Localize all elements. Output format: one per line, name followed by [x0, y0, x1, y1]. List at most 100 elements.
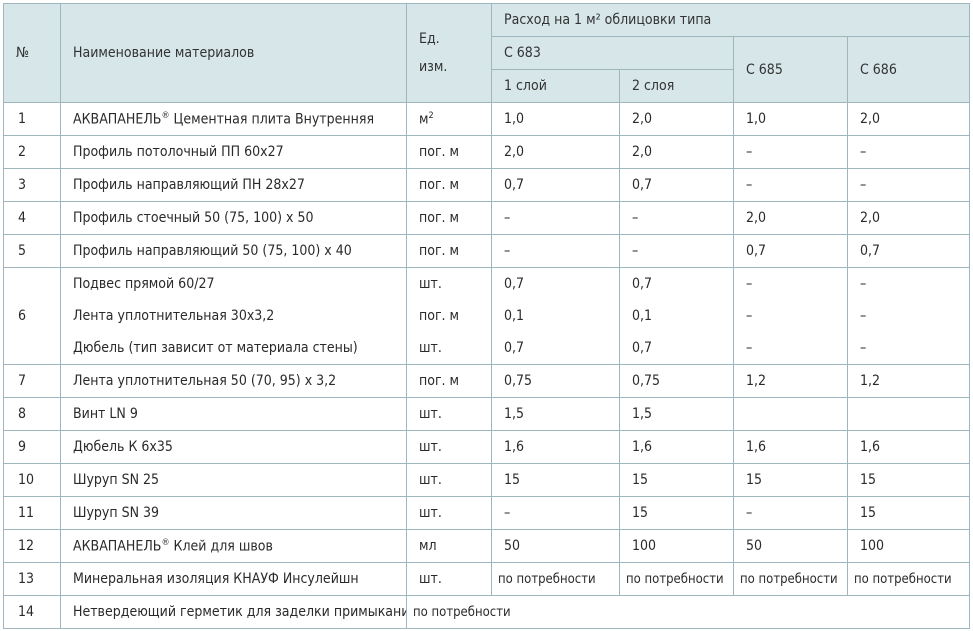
cell-c685: по потребности — [733, 562, 848, 596]
cell-l1: по потребности — [491, 562, 620, 596]
cell-c686: 1,2 — [846, 364, 971, 398]
table-row: 13 Минеральная изоляция КНАУФ Инсулейшн … — [3, 562, 971, 596]
cell-c686: 15 — [846, 463, 971, 497]
cell-l1: – — [491, 201, 620, 235]
cell-l1: 50 — [491, 529, 620, 563]
cell-c686: 2,0 — [846, 102, 971, 136]
table-row: 10 Шуруп SN 25 шт. 15 15 15 15 — [3, 463, 971, 497]
cell-name: Профиль направляющий 50 (75, 100) х 40 — [60, 234, 407, 268]
cell-num: 9 — [3, 430, 61, 464]
group-item-name: Лента уплотнительная 30х3,2 — [73, 308, 275, 324]
header-unit-line1: Ед. — [419, 31, 440, 47]
cell-c685: 1,2 — [733, 364, 848, 398]
cell-num: 2 — [3, 135, 61, 169]
cell-c685 — [733, 397, 848, 431]
table-row: 4 Профиль стоечный 50 (75, 100) х 50 пог… — [3, 201, 971, 235]
header-c683: С 683 — [491, 36, 734, 70]
cell-unit: пог. м — [406, 234, 492, 268]
cell-c685: 50 — [733, 529, 848, 563]
group-item-l2: 0,7 — [632, 276, 653, 292]
cell-unit: мл — [406, 529, 492, 563]
cell-c686: – — [846, 168, 971, 202]
cell-name: Профиль направляющий ПН 28х27 — [60, 168, 407, 202]
cell-l1: 0,75 — [491, 364, 620, 398]
cell-unit: м2 — [406, 102, 492, 136]
cell-c686: 1,6 — [846, 430, 971, 464]
group-item-unit: шт. — [419, 340, 442, 356]
cell-l2: 0,7 — [619, 168, 734, 202]
cell-l2: – — [619, 234, 734, 268]
table-row-group: 6 Подвес прямой 60/27 Лента уплотнительн… — [3, 267, 971, 365]
cell-c686: 2,0 — [846, 201, 971, 235]
group-item-name: Дюбель (тип зависит от материала стены) — [73, 340, 358, 356]
table-row: 8 Винт LN 9 шт. 1,5 1,5 — [3, 397, 971, 431]
cell-unit: шт. — [406, 562, 492, 596]
group-item-unit: шт. — [419, 276, 442, 292]
header-layer2: 2 слоя — [619, 69, 734, 103]
cell-l2: 1,6 — [619, 430, 734, 464]
cell-num: 6 — [3, 267, 61, 365]
cell-name: Профиль потолочный ПП 60х27 — [60, 135, 407, 169]
table-row: 12 АКВАПАНЕЛЬ® Клей для швов мл 50 100 5… — [3, 529, 971, 563]
group-item-c685: – — [746, 308, 753, 324]
cell-l1-group: 0,7 0,1 0,7 — [491, 267, 620, 365]
header-layer1: 1 слой — [491, 69, 620, 103]
group-item-l1: 0,7 — [504, 276, 525, 292]
cell-l1: 1,5 — [491, 397, 620, 431]
cell-l1: – — [491, 234, 620, 268]
cell-name: Профиль стоечный 50 (75, 100) х 50 — [60, 201, 407, 235]
table-row: 2 Профиль потолочный ПП 60х27 пог. м 2,0… — [3, 135, 971, 169]
cell-l2: 2,0 — [619, 135, 734, 169]
cell-num: 10 — [3, 463, 61, 497]
cell-c685: 0,7 — [733, 234, 848, 268]
group-item-c685: – — [746, 276, 753, 292]
cell-unit: шт. — [406, 496, 492, 530]
cell-name: АКВАПАНЕЛЬ® Цементная плита Внутренняя — [60, 102, 407, 136]
group-item-c686: – — [860, 276, 867, 292]
cell-c685: 1,6 — [733, 430, 848, 464]
cell-num: 3 — [3, 168, 61, 202]
cell-c685-group: – – – — [733, 267, 848, 365]
cell-unit: шт. — [406, 430, 492, 464]
cell-num: 8 — [3, 397, 61, 431]
materials-table: № Наименование материалов Ед. изм. Расхо… — [3, 3, 971, 629]
cell-l1: 15 — [491, 463, 620, 497]
cell-unit: шт. — [406, 397, 492, 431]
header-name: Наименование материалов — [60, 3, 407, 103]
cell-c686: по потребности — [846, 562, 971, 596]
cell-l2: 1,5 — [619, 397, 734, 431]
cell-c685: 15 — [733, 463, 848, 497]
table-row: 11 Шуруп SN 39 шт. – 15 – 15 — [3, 496, 971, 530]
cell-l2: 15 — [619, 463, 734, 497]
group-item-c686: – — [860, 308, 867, 324]
cell-num: 5 — [3, 234, 61, 268]
cell-l2: по потребности — [619, 562, 734, 596]
header-unit-line2: изм. — [419, 59, 448, 75]
cell-c685: – — [733, 496, 848, 530]
cell-c686: 15 — [846, 496, 971, 530]
cell-unit: пог. м — [406, 364, 492, 398]
cell-c685: – — [733, 168, 848, 202]
cell-l2: 2,0 — [619, 102, 734, 136]
cell-name: Минеральная изоляция КНАУФ Инсулейшн — [60, 562, 407, 596]
cell-num: 1 — [3, 102, 61, 136]
cell-c685: – — [733, 135, 848, 169]
cell-num: 14 — [3, 595, 61, 629]
cell-c686: 0,7 — [846, 234, 971, 268]
table-row: 7 Лента уплотнительная 50 (70, 95) х 3,2… — [3, 364, 971, 398]
group-item-name: Подвес прямой 60/27 — [73, 276, 215, 292]
group-item-l2: 0,7 — [632, 340, 653, 356]
header-num: № — [3, 3, 61, 103]
header-c686: С 686 — [846, 36, 971, 103]
cell-l1: 1,0 — [491, 102, 620, 136]
group-item-l2: 0,1 — [632, 308, 653, 324]
cell-l1: 2,0 — [491, 135, 620, 169]
cell-num: 4 — [3, 201, 61, 235]
table-row: 14 Нетвердеющий герметик для заделки при… — [3, 595, 971, 629]
cell-l1: 0,7 — [491, 168, 620, 202]
cell-l2: 0,75 — [619, 364, 734, 398]
cell-merged-value: по потребности — [405, 595, 971, 629]
cell-c686: – — [846, 135, 971, 169]
cell-l2: 100 — [619, 529, 734, 563]
header-unit: Ед. изм. — [406, 3, 492, 103]
